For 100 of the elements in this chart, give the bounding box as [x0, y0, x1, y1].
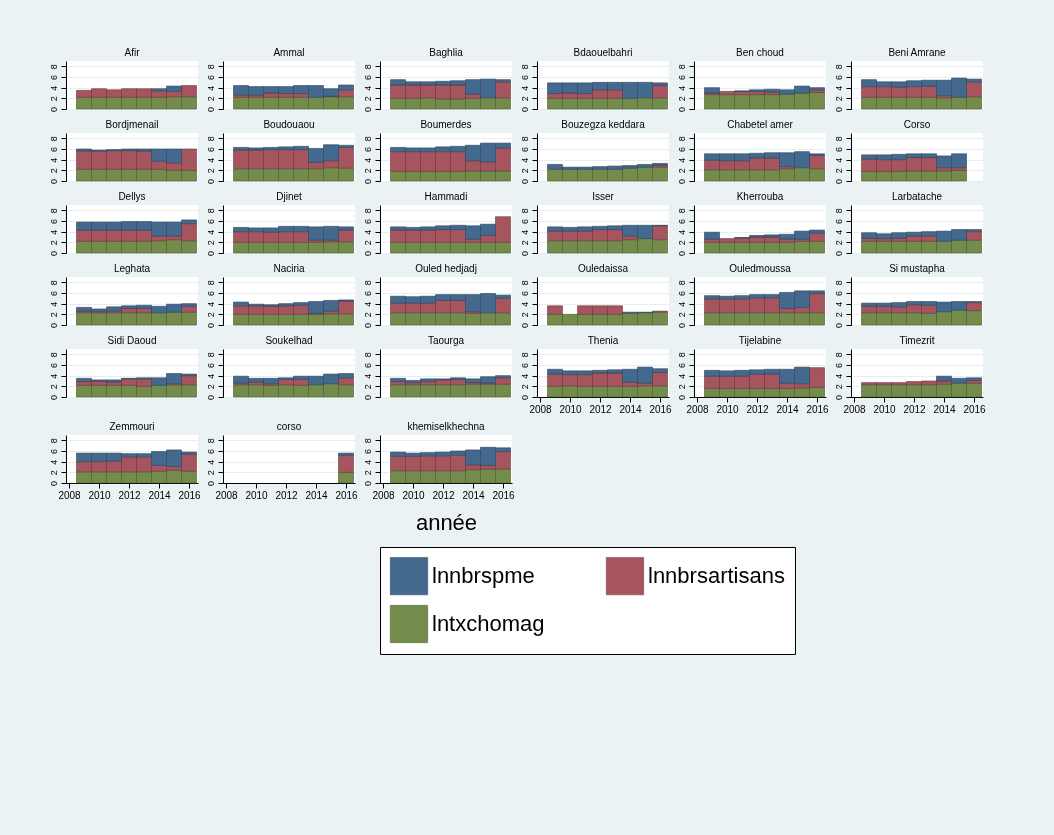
chart-title: Boudouaou: [263, 119, 315, 130]
y-tick-label: 2: [205, 96, 216, 102]
x-tick-label: 2012: [589, 403, 613, 415]
y-tick-label: 0: [676, 250, 687, 257]
y-tick-label: 0: [205, 178, 216, 185]
y-tick-label: 4: [205, 373, 216, 379]
y-tick-label: 2: [48, 384, 59, 390]
y-tick-label: 2: [48, 168, 59, 174]
x-tick-label: 2016: [649, 403, 673, 415]
chart-title: Boumerdes: [420, 119, 472, 130]
chart-title: Djinet: [276, 191, 302, 202]
y-tick-label: 2: [205, 470, 216, 476]
y-tick-label: 6: [48, 218, 59, 225]
chart-title: Bouzegza keddara: [561, 119, 646, 130]
x-tick-label: 2012: [746, 403, 770, 415]
y-tick-label: 4: [48, 373, 59, 379]
y-tick-label: 6: [833, 146, 844, 153]
y-tick-label: 4: [519, 157, 530, 163]
y-tick-label: 0: [519, 394, 530, 401]
y-tick-label: 4: [519, 373, 530, 379]
chart-title: Naciria: [273, 263, 305, 274]
y-tick-label: 6: [48, 290, 59, 297]
y-tick-label: 2: [362, 470, 373, 476]
x-axis-title: année: [415, 509, 478, 535]
y-tick-label: 6: [205, 74, 216, 81]
chart-title: Corso: [903, 119, 931, 130]
y-tick-label: 6: [362, 146, 373, 153]
y-tick-label: 4: [362, 301, 373, 307]
y-tick-label: 0: [205, 322, 216, 329]
x-tick-label: 2016: [806, 403, 830, 415]
y-tick-label: 6: [676, 362, 687, 369]
x-tick-label: 2016: [178, 489, 202, 501]
y-tick-label: 0: [205, 480, 216, 487]
y-tick-label: 6: [676, 290, 687, 297]
y-tick-label: 4: [676, 85, 687, 91]
y-tick-label: 6: [519, 74, 530, 81]
y-tick-label: 2: [205, 168, 216, 174]
y-tick-label: 4: [205, 301, 216, 307]
y-tick-label: 6: [362, 74, 373, 81]
x-tick-label: 2008: [529, 403, 553, 415]
y-tick-label: 4: [48, 157, 59, 163]
y-tick-label: 0: [362, 178, 373, 185]
y-tick-label: 0: [833, 178, 844, 185]
chart-title: Timezrit: [899, 335, 935, 346]
y-tick-label: 4: [205, 157, 216, 163]
y-tick-label: 0: [519, 250, 530, 257]
chart-title: Isser: [592, 191, 615, 202]
x-tick-label: 2010: [402, 489, 426, 501]
y-tick-label: 8: [48, 352, 59, 358]
y-tick-label: 2: [676, 96, 687, 102]
y-tick-label: 8: [833, 208, 844, 214]
chart-title: Zemmouri: [109, 421, 155, 432]
y-tick-label: 4: [833, 373, 844, 379]
y-tick-label: 8: [205, 64, 216, 70]
y-tick-label: 2: [48, 470, 59, 476]
y-tick-label: 6: [519, 218, 530, 225]
y-tick-label: 4: [205, 85, 216, 91]
y-tick-label: 0: [676, 106, 687, 113]
y-tick-label: 8: [676, 280, 687, 286]
x-tick-label: 2014: [933, 403, 957, 415]
y-tick-label: 2: [362, 312, 373, 318]
chart-title: Ammal: [273, 47, 305, 58]
y-tick-label: 6: [362, 448, 373, 455]
y-tick-label: 0: [519, 178, 530, 185]
chart-title: Tijelabine: [738, 335, 782, 346]
y-tick-label: 6: [205, 362, 216, 369]
y-tick-label: 8: [205, 136, 216, 142]
y-tick-label: 8: [362, 64, 373, 70]
chart-title: Larbatache: [891, 191, 943, 202]
y-tick-label: 4: [362, 373, 373, 379]
y-tick-label: 2: [362, 240, 373, 246]
y-tick-label: 2: [519, 384, 530, 390]
y-tick-label: 0: [833, 394, 844, 401]
y-tick-label: 8: [205, 352, 216, 358]
y-tick-label: 2: [48, 240, 59, 246]
y-tick-label: 2: [519, 168, 530, 174]
y-tick-label: 8: [48, 438, 59, 444]
chart-title: khemiselkhechna: [407, 421, 486, 432]
y-tick-label: 6: [833, 218, 844, 225]
y-tick-label: 0: [48, 250, 59, 257]
y-tick-label: 6: [519, 290, 530, 297]
legend-label: lnnbrspme: [432, 563, 535, 589]
y-tick-label: 4: [676, 301, 687, 307]
chart-title: Ouled hedjadj: [415, 263, 477, 274]
y-tick-label: 2: [362, 384, 373, 390]
x-tick-label: 2010: [873, 403, 897, 415]
chart-title: Chabetel amer: [727, 119, 794, 130]
x-tick-label: 2010: [245, 489, 269, 501]
chart-title: Baghlia: [429, 47, 464, 58]
y-tick-label: 6: [833, 362, 844, 369]
y-tick-label: 8: [205, 280, 216, 286]
y-tick-label: 6: [676, 146, 687, 153]
y-tick-label: 4: [833, 229, 844, 235]
x-tick-label: 2008: [58, 489, 82, 501]
x-tick-label: 2008: [372, 489, 396, 501]
chart-title: Bdaouelbahri: [573, 47, 633, 58]
y-tick-label: 8: [48, 136, 59, 142]
chart-title: Bordjmenail: [105, 119, 159, 130]
y-tick-label: 6: [519, 146, 530, 153]
y-tick-label: 0: [48, 394, 59, 401]
